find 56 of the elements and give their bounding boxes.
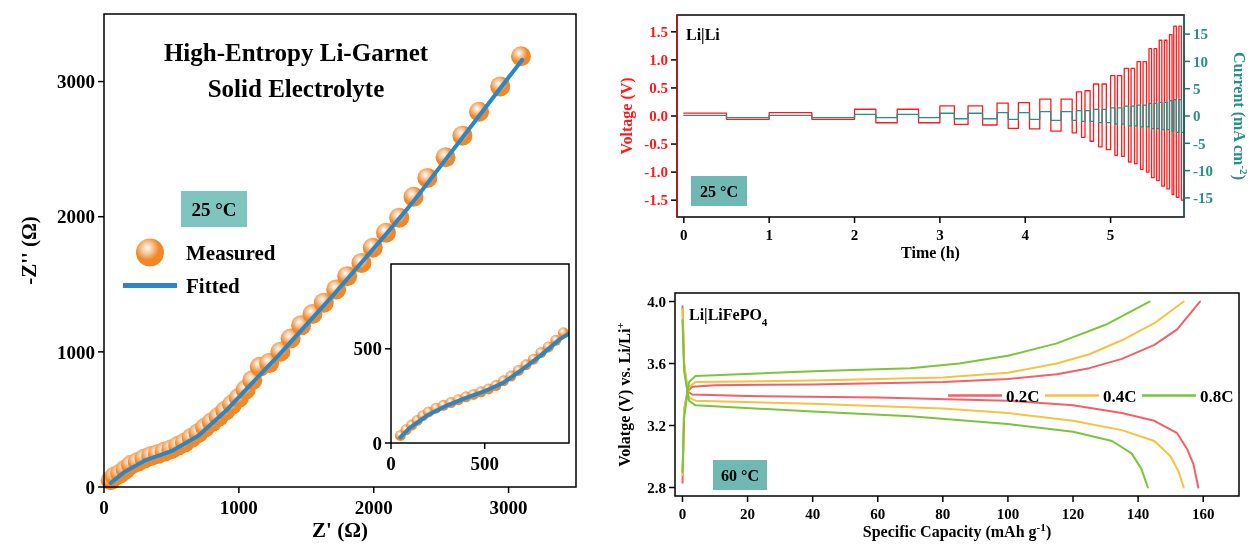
y-tick-label: 1.0 [649, 52, 668, 69]
y-tick-label: 2000 [57, 206, 95, 228]
y-tick-label: -1.0 [644, 164, 668, 181]
y-tick-label: -0.5 [644, 136, 668, 153]
x-tick-label: 0 [680, 227, 688, 243]
x-tick-label: 20 [740, 506, 756, 522]
x-tick-label: 140 [1126, 506, 1150, 522]
y2-tick-label: 0 [1193, 108, 1201, 125]
x-tick-label: 160 [1191, 506, 1215, 522]
annotation: 25 °C [700, 182, 738, 200]
x-tick-label: 120 [1061, 506, 1085, 522]
x-tick-label: 0 [678, 506, 687, 522]
x-axis-title: Z' (Ω) [312, 518, 368, 542]
legend-label: Measured [186, 240, 276, 265]
y-tick-label: 1.5 [649, 24, 668, 41]
x-tick-label: 4 [1021, 227, 1030, 243]
y-tick-label: 2.8 [647, 479, 666, 496]
x-tick-label: 100 [996, 506, 1020, 522]
y2-tick-label: -15 [1193, 190, 1213, 207]
y-axis-title: -Z'' (Ω) [17, 216, 41, 285]
y-tick-label: 3000 [57, 71, 95, 93]
x-tick-label: 5 [1106, 227, 1115, 243]
legend-label: 0.2C [1006, 386, 1040, 406]
x-tick-label: 1 [765, 227, 773, 243]
y2-tick-label: 15 [1193, 26, 1208, 43]
y-tick-label: 0.0 [649, 108, 668, 125]
legend-label: 0.8C [1200, 386, 1234, 406]
annotation: High-Entropy Li-Garnet Solid Electrolyte [163, 39, 429, 103]
y-tick-label: 1000 [57, 341, 95, 363]
y-tick-label: 0.5 [649, 80, 668, 97]
y-tick-label: 3.2 [647, 417, 666, 434]
x-tick-label: 1000 [219, 497, 258, 518]
legend-label: Fitted [186, 273, 240, 298]
x-axis-title: Time (h) [901, 244, 960, 262]
x-tick-label: 80 [935, 506, 951, 522]
y-tick-label: 4.0 [647, 293, 666, 310]
y2-tick-label: 10 [1193, 53, 1208, 70]
x-tick-label: 3 [936, 227, 944, 243]
y2-tick-label: 5 [1193, 80, 1201, 97]
annotation: Li|LiFePO$_{4}$ [689, 306, 768, 328]
x-tick-label: 40 [805, 506, 821, 522]
x-tick-label: 0 [99, 497, 109, 518]
y-tick-label: 0 [85, 476, 95, 498]
y2-tick-label: -10 [1193, 162, 1213, 179]
x-tick-label: 2 [850, 227, 859, 243]
y2-tick-label: -5 [1193, 135, 1206, 152]
y-axis-title: Voltage (V) [618, 77, 636, 155]
y-tick-label: 3.6 [647, 355, 667, 372]
x-tick-label: 60 [870, 506, 886, 522]
x-axis-title: Specific Capacity (mAh g$^{-1}$) [862, 521, 1052, 541]
legend-label: 0.4C [1103, 386, 1137, 406]
annotation: Li|Li [686, 26, 721, 44]
annotation: 60 °C [721, 466, 759, 484]
annotation: 25 °C [191, 198, 237, 220]
x-tick-label: 3000 [489, 497, 528, 518]
y-tick-label: -1.5 [644, 192, 668, 209]
